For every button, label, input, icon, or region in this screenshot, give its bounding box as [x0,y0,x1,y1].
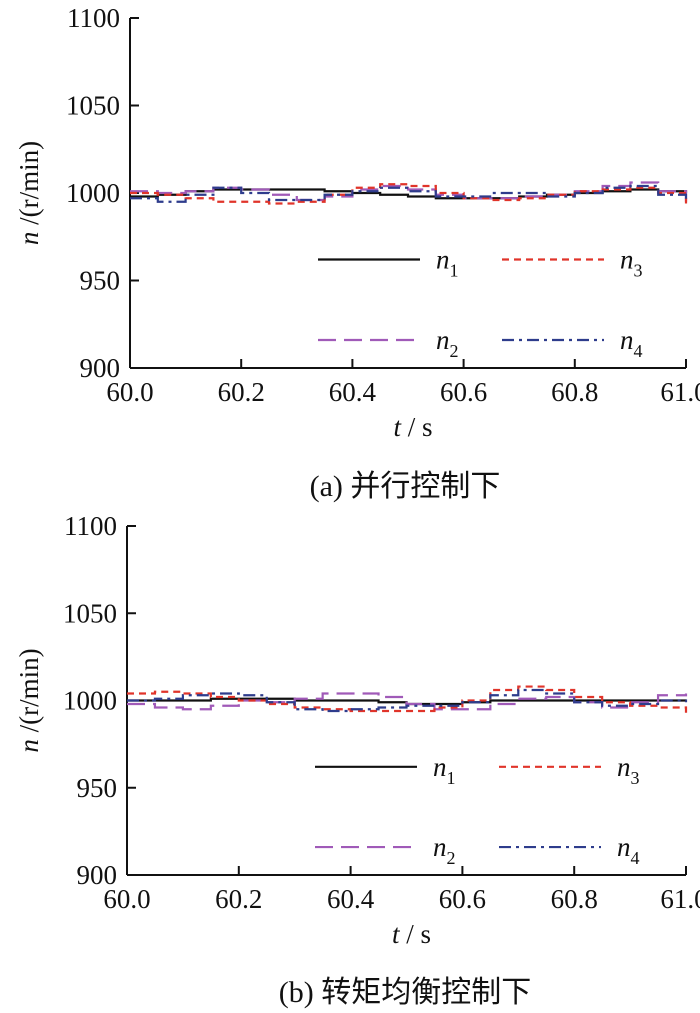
x-tick-label: 60.6 [439,884,486,914]
legend-label-n1: n1 [433,752,456,788]
y-tick-label: 950 [80,266,121,296]
y-tick-label: 1000 [66,178,120,208]
x-tick-label: 60.6 [440,377,487,407]
chart-panel-a: 900 950 1000 1050 1100 60.0 60.2 60.4 60.6 60.8 61… [14,3,700,503]
x-tick-label: 60.8 [551,884,598,914]
legend-label-n1: n1 [436,245,459,281]
x-tick-label: 60.2 [215,884,262,914]
legend-label-n2: n2 [433,832,456,868]
x-axis-label: t / s [393,412,432,442]
x-tick-label: 60.0 [106,377,153,407]
y-tick-label: 900 [77,860,118,890]
x-axis-label: t / s [392,919,431,949]
legend-label-n4: n4 [620,325,643,361]
y-tick-label: 900 [80,353,121,383]
x-tick-label: 60.4 [329,377,377,407]
x-tick-label: 61.0 [660,884,700,914]
figure-caption: (a) 并行控制下 [310,470,501,503]
x-tick-label: 60.8 [551,377,598,407]
y-tick-label: 1100 [67,3,120,33]
y-axis-label: n /(r/min) [14,141,44,245]
legend: n1 n3 n2 n4 [315,752,640,868]
legend-label-n3: n3 [620,245,643,281]
y-tick-label: 1100 [64,511,117,541]
legend-label-n3: n3 [617,752,640,788]
x-tick-label: 61.0 [660,377,700,407]
series-group [130,181,688,205]
y-tick-label: 1050 [66,91,120,121]
x-tick-label: 60.0 [103,884,150,914]
series-line-n4 [127,688,688,713]
y-tick-label: 950 [77,773,118,803]
y-axis-label: n /(r/min) [14,648,44,752]
legend-label-n2: n2 [436,325,459,361]
series-line-n4 [130,184,688,204]
x-tick-label: 60.4 [327,884,375,914]
x-tick-label: 60.2 [218,377,265,407]
series-line-n3 [127,685,688,713]
legend-label-n4: n4 [617,832,640,868]
legend: n1 n3 n2 n4 [318,245,643,361]
series-group [127,685,688,713]
chart-panel-b: 900 950 1000 1050 1100 60.0 60.2 60.4 60.6 60.8 61… [14,511,700,1009]
figure-caption: (b) 转矩均衡控制下 [279,976,531,1009]
y-tick-label: 1000 [63,686,117,716]
y-tick-label: 1050 [63,598,117,628]
